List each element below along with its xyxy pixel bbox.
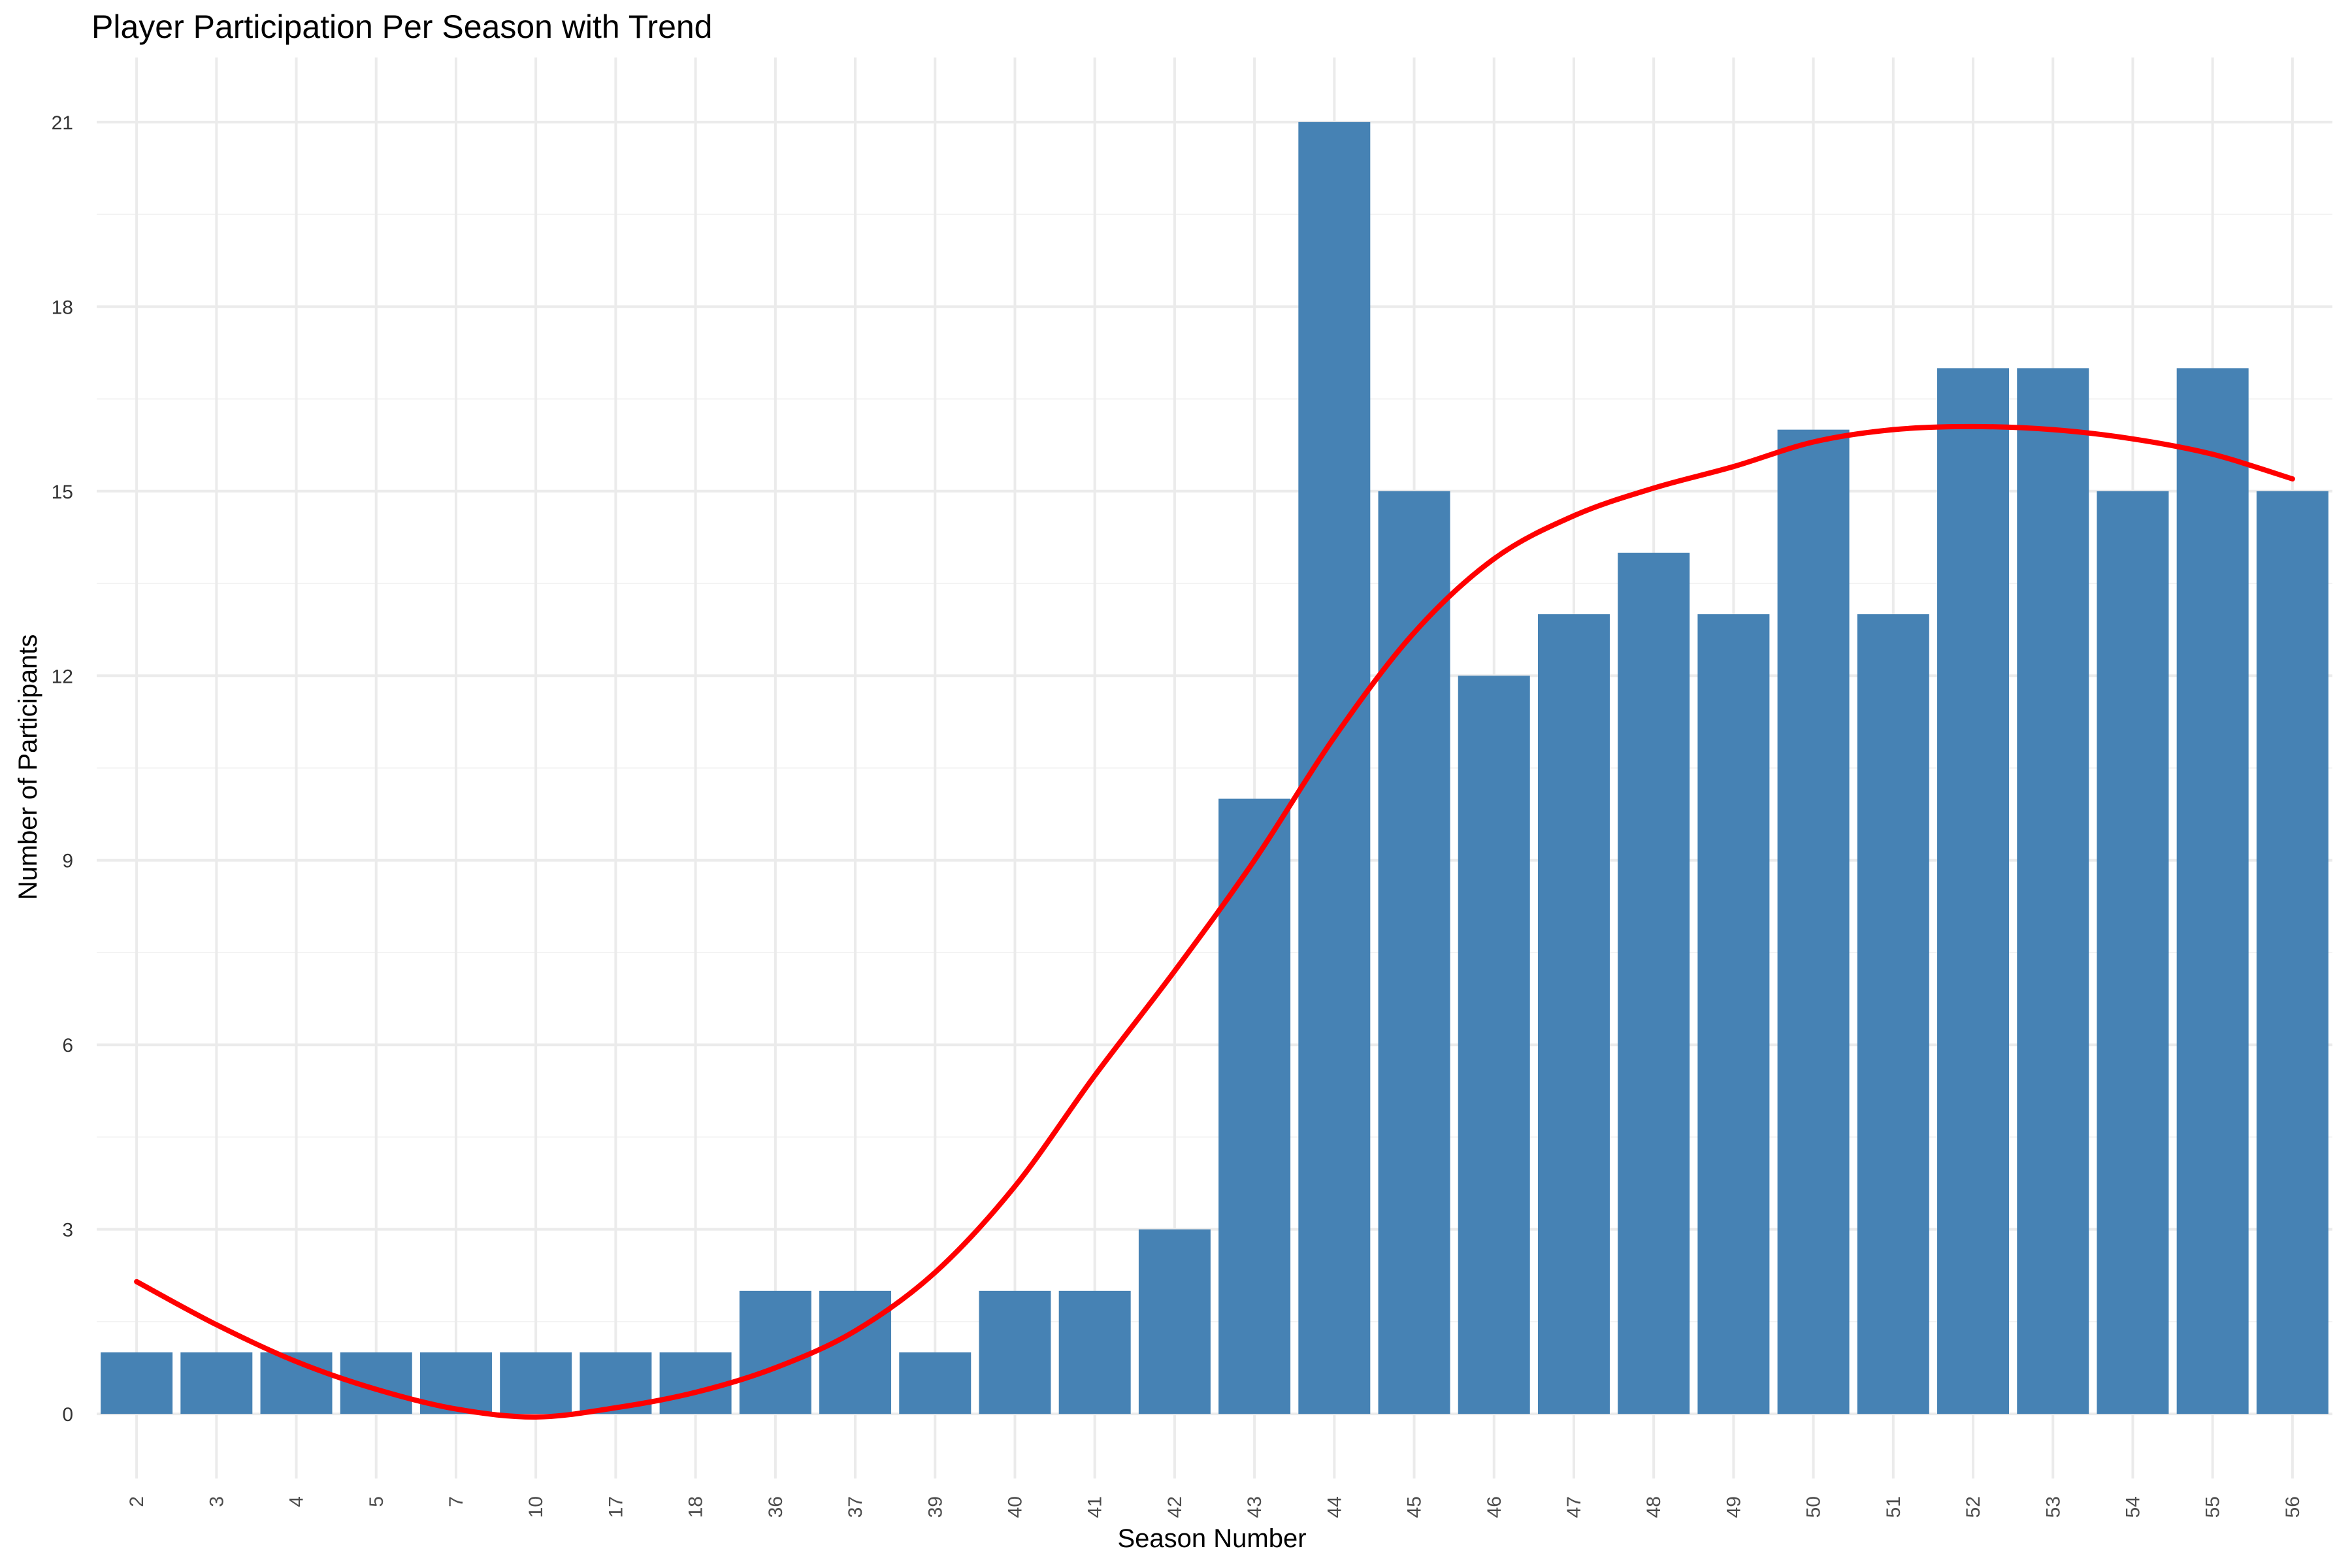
y-tick-label: 18: [52, 297, 73, 318]
bar-season-37: [819, 1290, 892, 1414]
x-tick-label: 45: [1404, 1496, 1426, 1518]
bar-season-50: [1777, 429, 1850, 1414]
bar-season-44: [1298, 122, 1371, 1414]
bar-season-42: [1138, 1229, 1211, 1414]
bar-season-51: [1857, 614, 1929, 1414]
bar-season-18: [659, 1352, 732, 1414]
y-tick-label: 6: [62, 1035, 73, 1056]
x-tick-label: 43: [1244, 1496, 1266, 1518]
x-tick-label: 10: [525, 1496, 547, 1518]
x-tick-label: 49: [1723, 1496, 1744, 1518]
bar-season-43: [1218, 798, 1291, 1414]
x-tick-label: 37: [845, 1496, 866, 1518]
bar-season-40: [979, 1290, 1051, 1414]
x-tick-label: 52: [1963, 1496, 1984, 1518]
x-tick-label: 2: [126, 1496, 148, 1507]
bar-season-52: [1937, 368, 2010, 1414]
x-tick-label: 46: [1484, 1496, 1505, 1518]
x-tick-label: 5: [366, 1496, 387, 1507]
x-tick-label: 47: [1563, 1496, 1585, 1518]
x-tick-label: 44: [1324, 1496, 1345, 1518]
y-tick-label: 21: [52, 112, 73, 134]
bar-season-2: [101, 1352, 173, 1414]
bar-season-36: [739, 1290, 811, 1414]
bar-season-39: [899, 1352, 972, 1414]
bar-season-49: [1697, 614, 1770, 1414]
y-axis-ticks: 0 3 6 9 12 15 18 21: [52, 112, 73, 1426]
trend-line: [134, 423, 2295, 1420]
x-axis-ticks: 2 3 4 5 7 10 17 18 36 37 39 40 41 42 43 44 45 46 47 48 49 50 5…: [126, 1496, 2304, 1518]
bar-season-45: [1378, 491, 1450, 1414]
x-tick-label: 48: [1643, 1496, 1665, 1518]
x-tick-label: 56: [2282, 1496, 2304, 1518]
bar-season-48: [1618, 552, 1690, 1414]
bar-season-3: [180, 1352, 253, 1414]
x-tick-label: 36: [765, 1496, 787, 1518]
x-tick-label: 3: [206, 1496, 227, 1507]
bar-season-10: [500, 1352, 572, 1414]
x-tick-label: 53: [2042, 1496, 2064, 1518]
x-tick-label: 50: [1803, 1496, 1825, 1518]
y-axis-title: Number of Participants: [14, 634, 42, 900]
x-tick-label: 42: [1164, 1496, 1186, 1518]
bar-season-55: [2176, 368, 2249, 1414]
y-tick-label: 12: [52, 666, 73, 687]
y-tick-label: 9: [62, 851, 73, 872]
x-tick-label: 41: [1085, 1496, 1106, 1518]
x-tick-label: 17: [605, 1496, 627, 1518]
bars: [101, 122, 2328, 1414]
bar-season-53: [2017, 368, 2089, 1414]
x-tick-label: 40: [1004, 1496, 1026, 1518]
x-tick-label: 54: [2122, 1496, 2144, 1518]
x-axis-title: Season Number: [1117, 1524, 1306, 1553]
y-tick-label: 0: [62, 1404, 73, 1426]
chart-title: Player Participation Per Season with Tre…: [91, 8, 713, 45]
bar-season-46: [1458, 676, 1530, 1414]
y-tick-label: 15: [52, 482, 73, 503]
bar-season-54: [2097, 491, 2169, 1414]
x-tick-label: 18: [685, 1496, 707, 1518]
x-tick-label: 7: [446, 1496, 467, 1507]
x-tick-label: 55: [2202, 1496, 2224, 1518]
bar-season-47: [1537, 614, 1610, 1414]
bar-season-41: [1058, 1290, 1131, 1414]
x-tick-label: 39: [924, 1496, 946, 1518]
bar-season-56: [2256, 491, 2328, 1414]
x-tick-label: 4: [286, 1496, 308, 1507]
x-tick-label: 51: [1883, 1496, 1904, 1518]
y-tick-label: 3: [62, 1220, 73, 1241]
